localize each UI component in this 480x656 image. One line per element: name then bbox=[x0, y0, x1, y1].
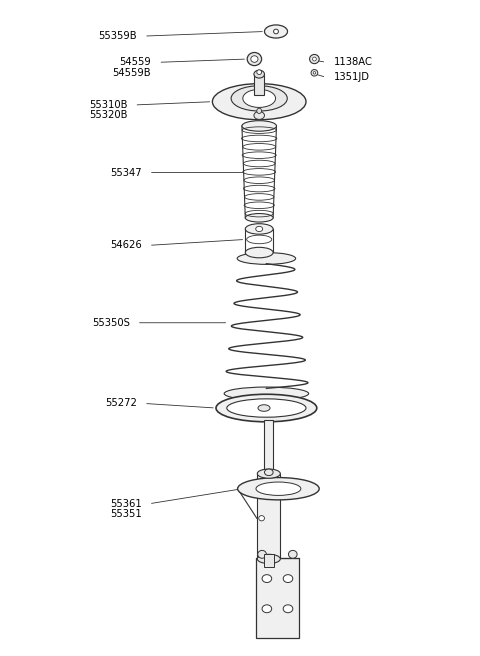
Ellipse shape bbox=[264, 469, 273, 476]
Ellipse shape bbox=[247, 52, 262, 66]
Ellipse shape bbox=[245, 213, 273, 222]
Ellipse shape bbox=[283, 605, 293, 613]
Ellipse shape bbox=[257, 108, 262, 113]
Text: 55359B: 55359B bbox=[98, 31, 137, 41]
Ellipse shape bbox=[274, 29, 278, 34]
Text: 55347: 55347 bbox=[110, 167, 142, 178]
Ellipse shape bbox=[313, 72, 316, 74]
Text: 54559B: 54559B bbox=[113, 68, 151, 79]
Ellipse shape bbox=[245, 247, 273, 258]
Ellipse shape bbox=[224, 387, 309, 400]
Text: 55320B: 55320B bbox=[89, 110, 127, 121]
Ellipse shape bbox=[216, 394, 317, 422]
Ellipse shape bbox=[257, 554, 280, 564]
Bar bbox=[264, 420, 273, 472]
Bar bbox=[254, 74, 264, 95]
Ellipse shape bbox=[310, 54, 319, 64]
Text: 55310B: 55310B bbox=[89, 100, 127, 110]
Bar bbox=[257, 474, 280, 559]
Ellipse shape bbox=[283, 575, 293, 583]
Ellipse shape bbox=[213, 84, 306, 119]
Ellipse shape bbox=[242, 121, 276, 131]
Ellipse shape bbox=[257, 70, 262, 75]
Bar bbox=[256, 558, 299, 638]
Ellipse shape bbox=[227, 399, 306, 417]
Ellipse shape bbox=[311, 70, 318, 76]
Ellipse shape bbox=[245, 224, 273, 234]
Text: 54626: 54626 bbox=[110, 240, 142, 251]
Ellipse shape bbox=[312, 57, 316, 61]
Ellipse shape bbox=[264, 25, 288, 38]
Text: 55361: 55361 bbox=[110, 499, 142, 509]
Ellipse shape bbox=[262, 575, 272, 583]
Ellipse shape bbox=[237, 253, 296, 264]
Ellipse shape bbox=[238, 478, 319, 500]
Ellipse shape bbox=[259, 516, 264, 521]
Ellipse shape bbox=[243, 89, 276, 108]
Ellipse shape bbox=[251, 56, 258, 62]
Ellipse shape bbox=[257, 469, 280, 478]
Bar bbox=[264, 554, 274, 567]
Text: 55350S: 55350S bbox=[92, 318, 130, 328]
Text: 55272: 55272 bbox=[105, 398, 137, 409]
Text: 54559: 54559 bbox=[120, 57, 151, 68]
Ellipse shape bbox=[254, 70, 264, 78]
Ellipse shape bbox=[256, 226, 263, 232]
Ellipse shape bbox=[254, 112, 264, 119]
Ellipse shape bbox=[288, 550, 297, 558]
Text: 1351JD: 1351JD bbox=[334, 72, 370, 83]
Ellipse shape bbox=[256, 482, 301, 495]
Ellipse shape bbox=[258, 550, 266, 558]
Ellipse shape bbox=[262, 605, 272, 613]
Ellipse shape bbox=[258, 405, 270, 411]
Ellipse shape bbox=[231, 86, 287, 111]
Text: 1138AC: 1138AC bbox=[334, 57, 372, 68]
Text: 55351: 55351 bbox=[110, 509, 142, 520]
